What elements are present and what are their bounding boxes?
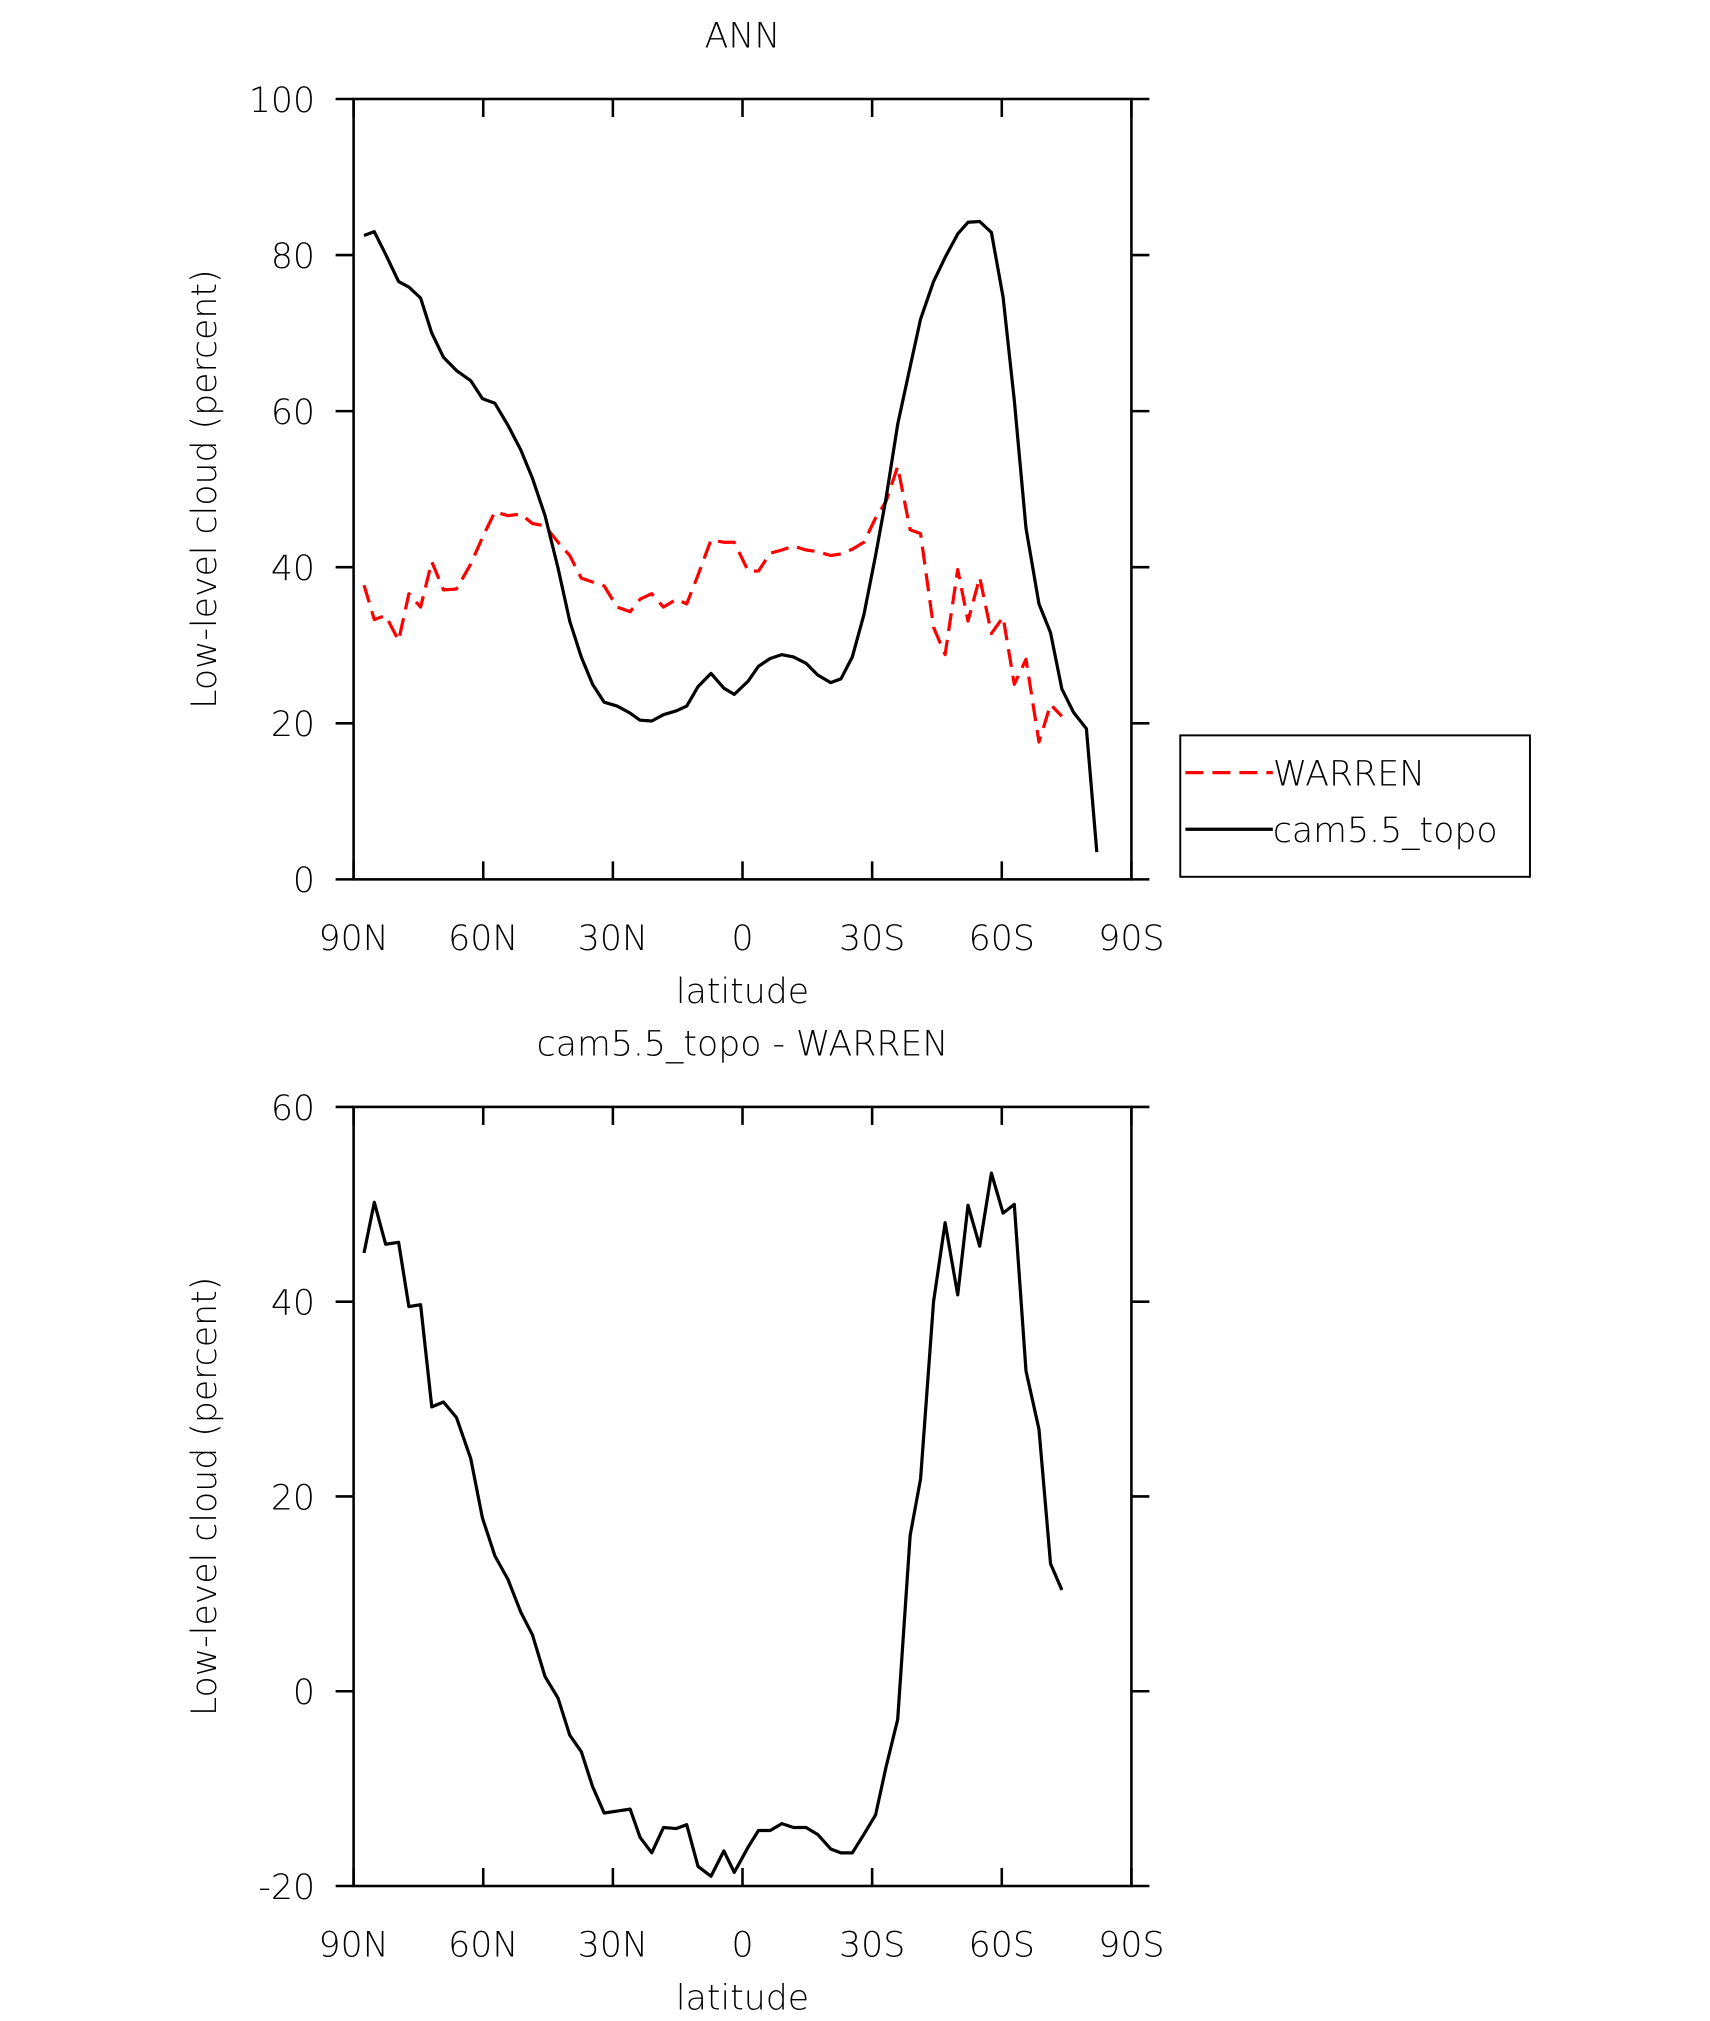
y-axis-label: Low-level cloud (percent) [185, 269, 225, 708]
y-tick-label: 60 [271, 393, 315, 433]
legend-label: WARREN [1273, 755, 1425, 795]
x-tick-label: 0 [731, 919, 753, 959]
legend-box [1179, 734, 1531, 878]
x-tick-label: 30N [578, 919, 648, 959]
x-tick-label: 0 [731, 1926, 753, 1966]
x-tick-label: 60S [969, 919, 1035, 959]
series-line [362, 464, 1064, 744]
x-tick-label: 60N [448, 1926, 518, 1966]
x-tick-label: 90S [1098, 1926, 1164, 1966]
series-line [362, 1171, 1064, 1878]
x-tick-label: 90N [319, 919, 389, 959]
x-tick-label: 30S [839, 919, 905, 959]
x-axis-label: latitude [676, 1978, 809, 2018]
y-tick-label: 60 [271, 1089, 315, 1129]
chart-title: cam5.5_topo - WARREN [537, 1024, 949, 1064]
y-tick-label: 40 [271, 1284, 315, 1324]
plot-frame [352, 97, 1133, 881]
y-tick-label: 20 [271, 705, 315, 745]
y-tick-label: 40 [271, 549, 315, 589]
x-tick-label: 60N [448, 919, 518, 959]
y-tick-label: 0 [293, 1673, 315, 1713]
x-tick-label: 30S [839, 1926, 905, 1966]
chart-title: ANN [705, 17, 781, 57]
y-tick-label: -20 [258, 1868, 315, 1908]
plot-frame [352, 1105, 1133, 1888]
legend-label: cam5.5_topo [1273, 811, 1498, 851]
y-tick-label: 0 [293, 861, 315, 901]
x-tick-label: 90S [1098, 919, 1164, 959]
y-tick-label: 80 [271, 237, 315, 277]
x-tick-label: 30N [578, 1926, 648, 1966]
y-tick-label: 100 [249, 81, 315, 121]
y-tick-label: 20 [271, 1478, 315, 1518]
x-tick-label: 60S [969, 1926, 1035, 1966]
x-tick-label: 90N [319, 1926, 389, 1966]
series-line [363, 219, 1099, 853]
y-axis-label: Low-level cloud (percent) [185, 1277, 225, 1716]
x-axis-label: latitude [676, 972, 809, 1012]
